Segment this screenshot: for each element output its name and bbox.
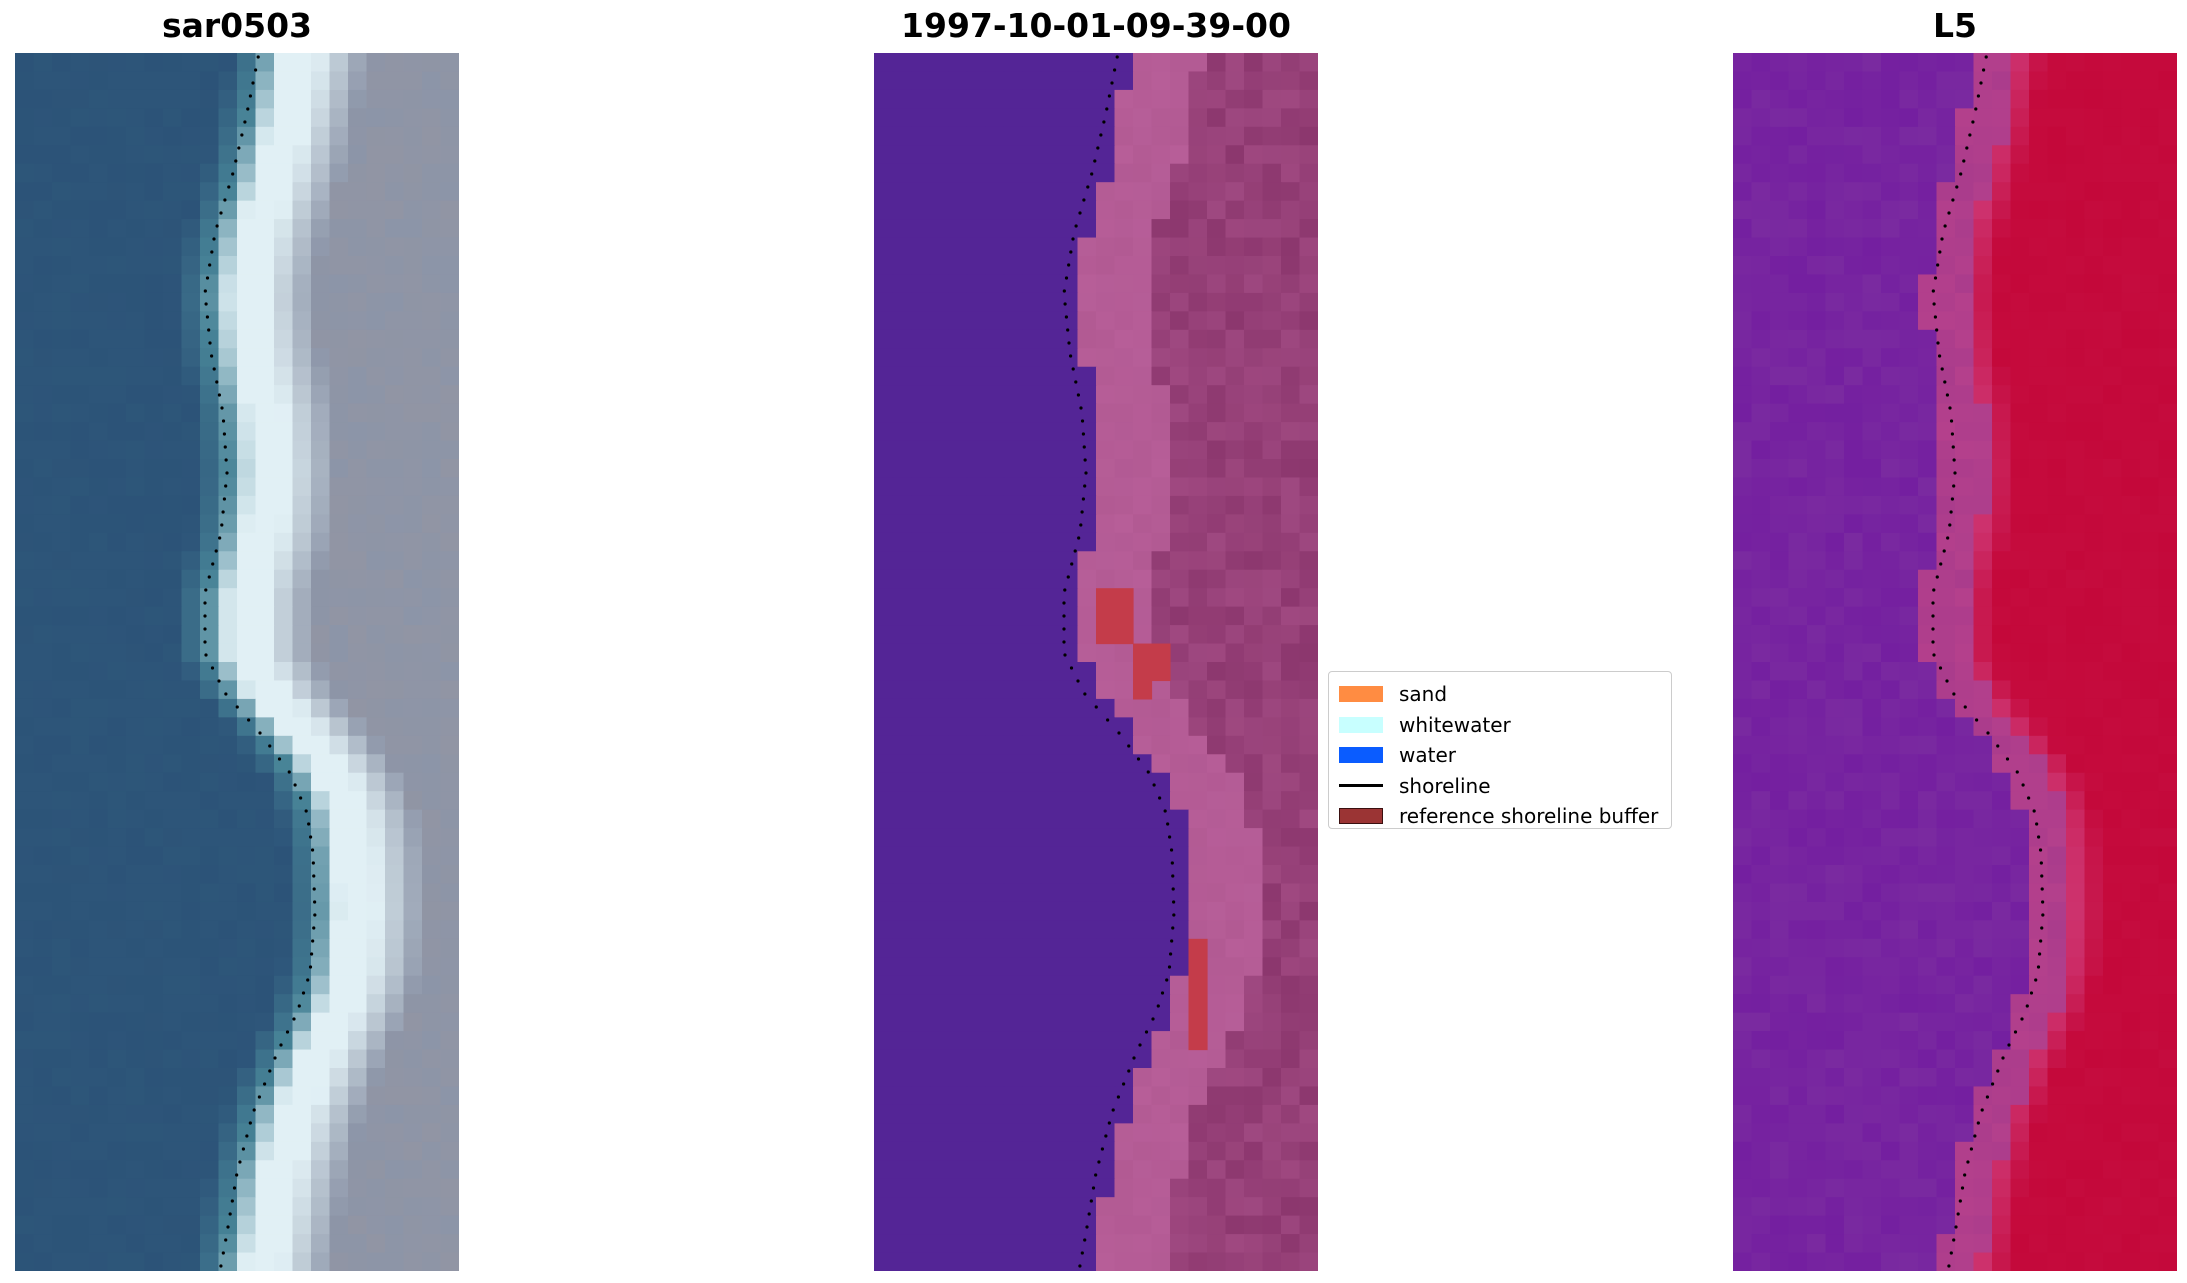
index-image (1733, 53, 2177, 1271)
water-swatch-icon (1339, 747, 1383, 764)
legend-label: water (1399, 743, 1456, 768)
legend-item-shoreline: shoreline (1339, 771, 1661, 802)
legend-item-reference-shoreline-buffer: reference shoreline buffer (1339, 801, 1661, 832)
whitewater-swatch-icon (1339, 716, 1383, 733)
shoreline-dots (1062, 55, 1176, 1268)
classification-image-panel (874, 53, 1318, 1271)
shoreline-dots (1931, 55, 2045, 1268)
legend-item-water: water (1339, 740, 1661, 771)
legend: sand whitewater water shoreline referenc… (1328, 671, 1672, 829)
panel-title-index: L5 (1933, 6, 1977, 45)
rgb-image-panel (15, 53, 459, 1271)
panel-title-rgb: sar0503 (161, 6, 313, 45)
panel-title-classification: 1997-10-01-09-39-00 (901, 6, 1291, 45)
shoreline-line-icon (1339, 784, 1383, 788)
legend-item-sand: sand (1339, 679, 1661, 710)
shoreline-dots (203, 55, 317, 1268)
sand-swatch-icon (1339, 686, 1383, 703)
rgb-image (15, 53, 459, 1271)
legend-label: sand (1399, 682, 1448, 707)
legend-label: whitewater (1399, 712, 1511, 737)
classification-image (874, 53, 1318, 1271)
buffer-swatch-icon (1339, 808, 1383, 825)
legend-label: shoreline (1399, 773, 1491, 798)
legend-label: reference shoreline buffer (1399, 804, 1659, 829)
index-image-panel (1733, 53, 2177, 1271)
legend-item-whitewater: whitewater (1339, 710, 1661, 741)
